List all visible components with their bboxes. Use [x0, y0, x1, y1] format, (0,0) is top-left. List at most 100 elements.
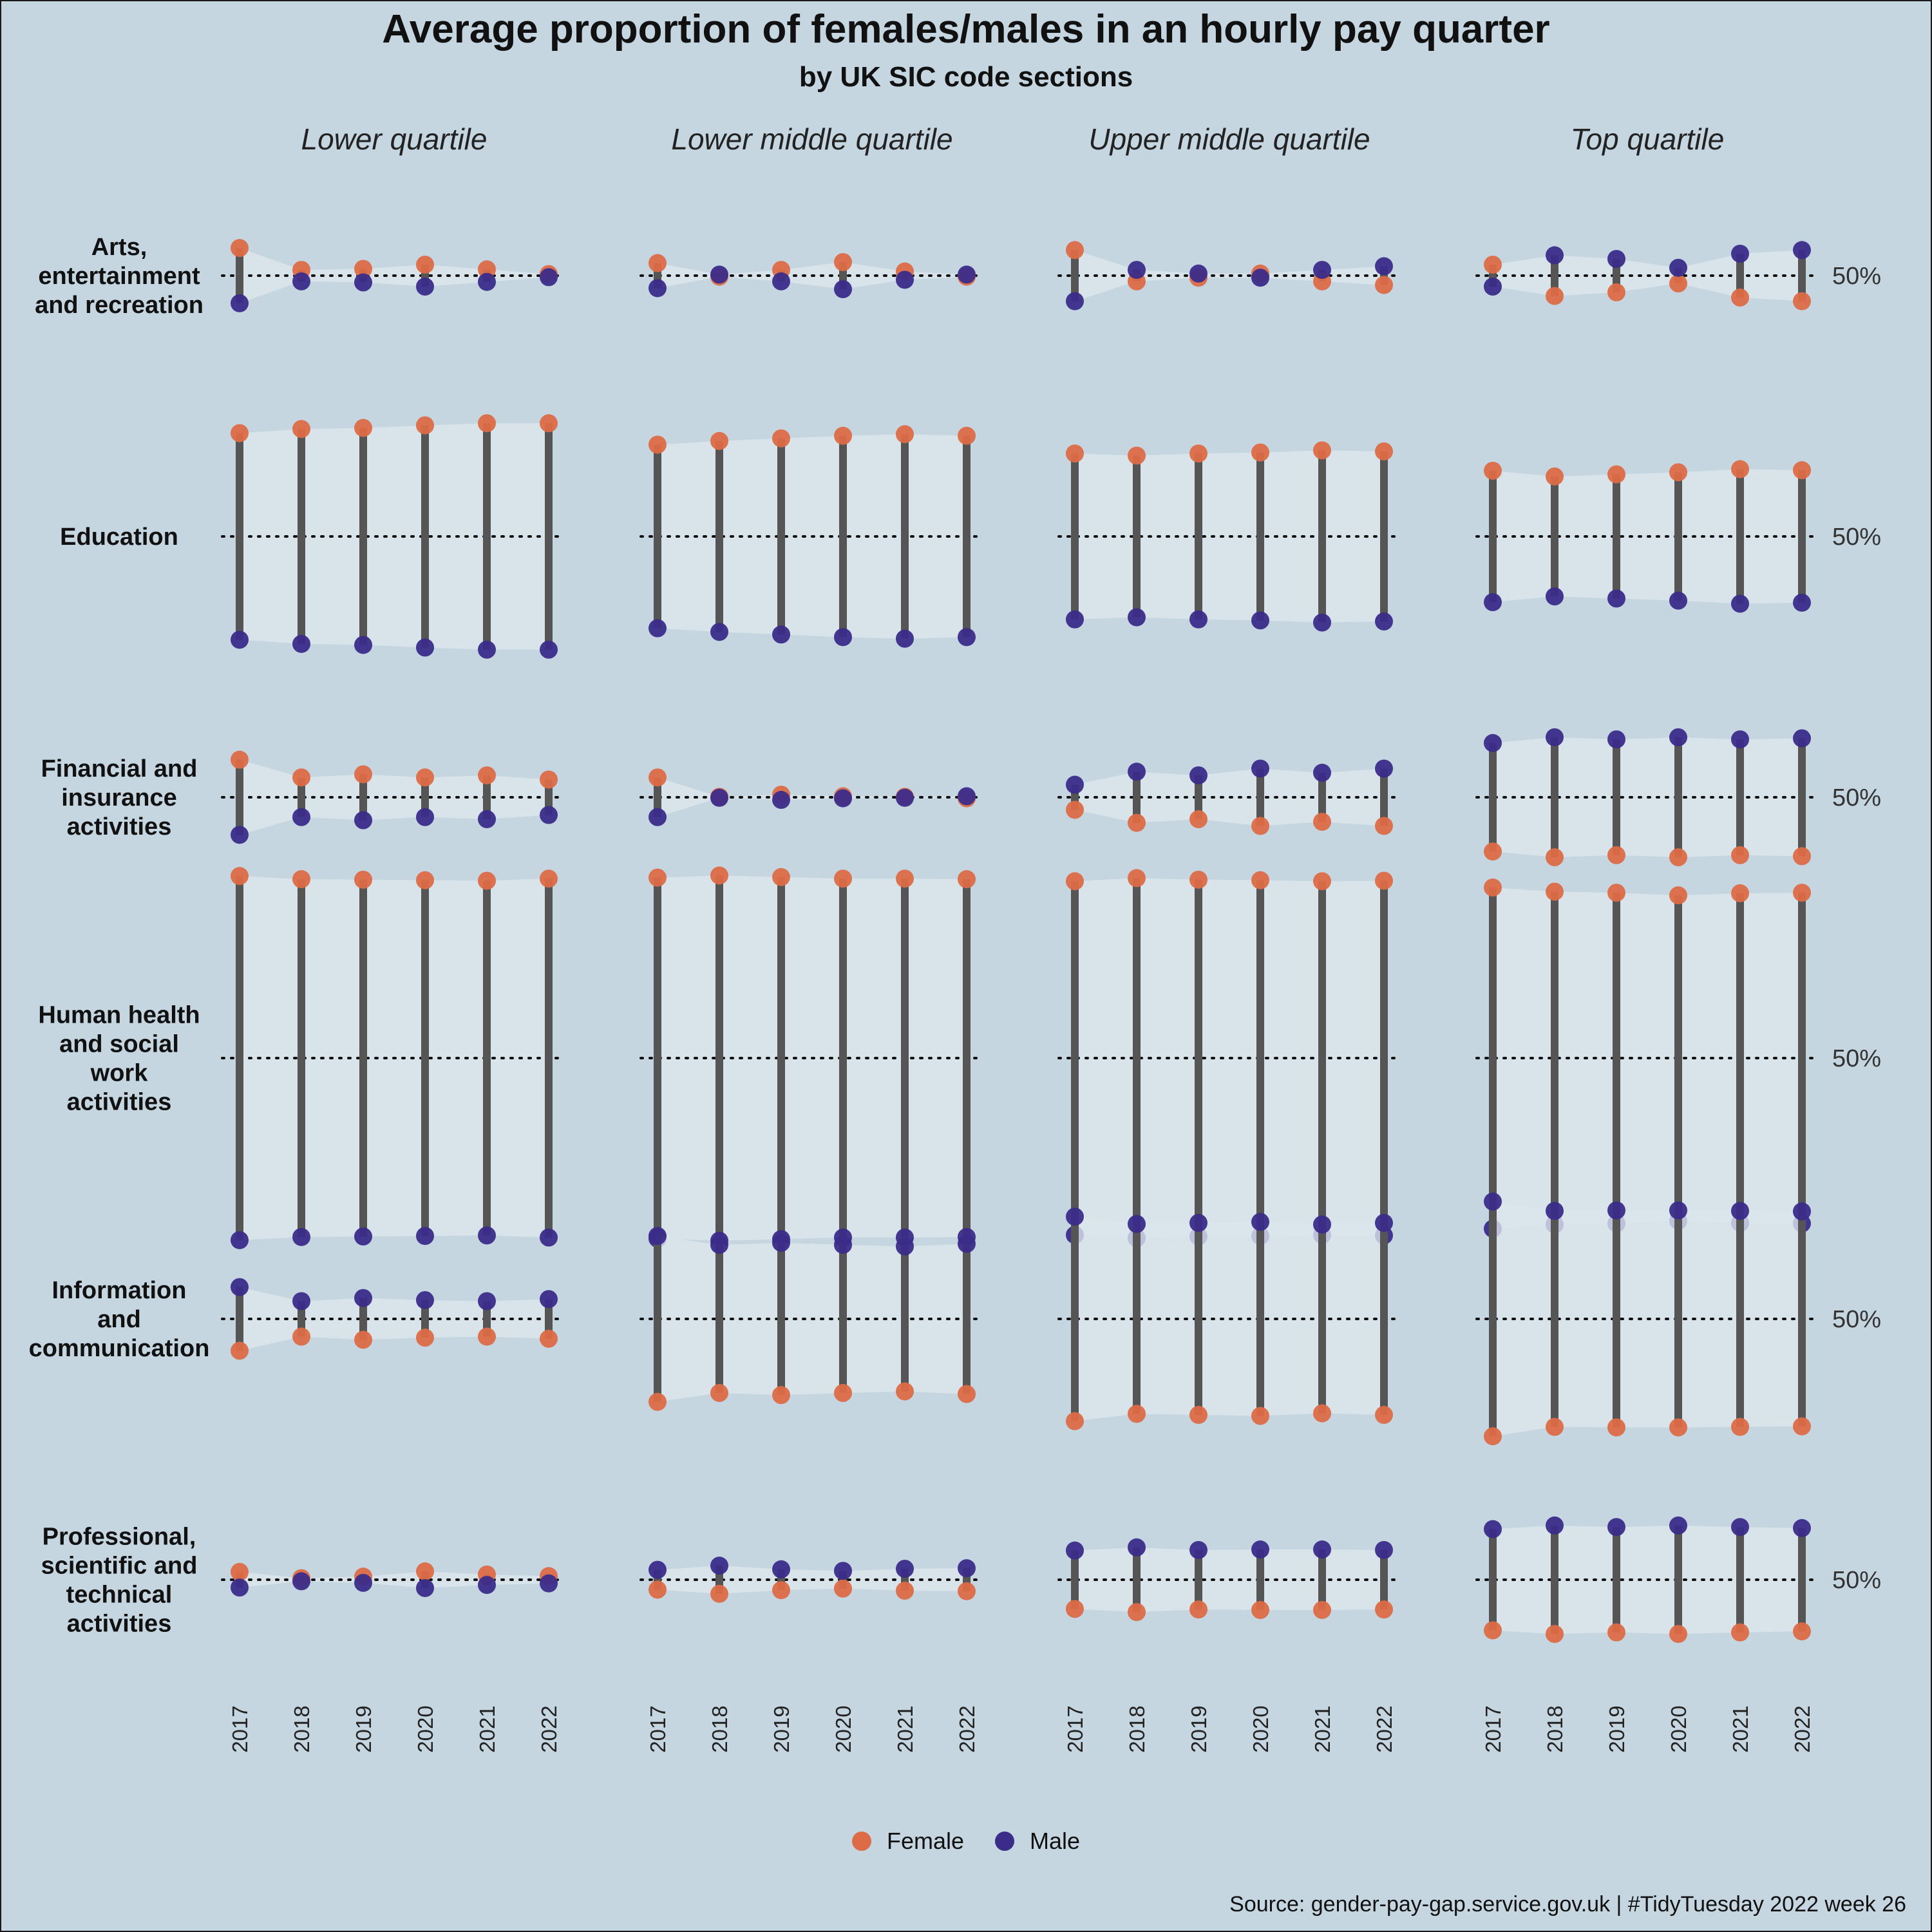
male-point — [1128, 261, 1146, 279]
female-point — [416, 871, 434, 889]
legend-item-female: Female — [851, 1828, 964, 1855]
female-point — [354, 765, 372, 784]
legend-female-label: Female — [886, 1828, 964, 1854]
female-point — [896, 1582, 914, 1600]
reference-label: 50% — [1832, 1567, 1881, 1594]
male-point — [354, 1573, 372, 1592]
male-point — [649, 279, 667, 298]
female-point — [1484, 878, 1502, 897]
row-label-line: and social — [59, 1031, 179, 1058]
male-point — [1066, 1208, 1084, 1226]
female-point — [710, 866, 728, 885]
male-point — [1607, 250, 1625, 269]
female-point — [649, 435, 667, 454]
female-point — [1128, 1405, 1146, 1423]
female-point — [1313, 813, 1331, 831]
female-point — [1607, 1623, 1625, 1642]
male-point — [710, 265, 728, 284]
female-point — [1546, 848, 1564, 867]
female-point — [649, 868, 667, 887]
female-point — [896, 1382, 914, 1401]
female-point — [354, 260, 372, 278]
male-point — [1793, 593, 1811, 612]
male-point — [1251, 759, 1269, 778]
male-point — [896, 629, 914, 648]
female-point — [1375, 276, 1393, 294]
female-point — [1793, 847, 1811, 866]
male-point — [1793, 1202, 1811, 1221]
male-point — [231, 630, 249, 649]
female-point — [834, 869, 852, 888]
female-point — [540, 1329, 558, 1348]
male-point — [1066, 775, 1084, 794]
male-point — [540, 806, 558, 824]
male-point — [1066, 292, 1084, 310]
male-point — [416, 808, 434, 826]
male-point — [1066, 1541, 1084, 1560]
year-tick-label: 2021 — [1728, 1705, 1752, 1752]
female-point — [1251, 1406, 1269, 1425]
facet-label-2: Upper middle quartile — [1088, 122, 1370, 156]
male-point — [354, 1289, 372, 1307]
reference-label: 50% — [1832, 784, 1881, 811]
year-tick-label: 2022 — [1372, 1705, 1396, 1752]
reference-label: 50% — [1832, 524, 1881, 551]
female-point — [1669, 886, 1687, 905]
row-label-line: Professional, — [43, 1524, 196, 1551]
male-point — [1375, 1213, 1393, 1232]
female-point — [1128, 1603, 1146, 1622]
male-point — [834, 789, 852, 808]
row-label-line: entertainment — [38, 263, 200, 290]
female-point — [416, 1562, 434, 1581]
male-point — [834, 280, 852, 299]
female-point — [540, 869, 558, 888]
row-label-line: scientific and — [41, 1553, 198, 1580]
female-point — [540, 770, 558, 789]
row-label-line: technical — [66, 1582, 173, 1609]
male-point — [1189, 610, 1208, 629]
female-point — [354, 1331, 372, 1349]
male-point — [292, 1227, 310, 1246]
female-point — [231, 239, 249, 258]
male-point — [540, 1290, 558, 1309]
male-point — [1793, 1519, 1811, 1537]
female-point — [478, 766, 496, 784]
row-label-line: Education — [60, 524, 178, 551]
female-point — [1793, 292, 1811, 310]
male-point — [231, 294, 249, 312]
year-tick-label: 2017 — [646, 1705, 670, 1752]
male-point — [1313, 261, 1331, 279]
male-point — [478, 1576, 496, 1595]
male-point — [1484, 278, 1502, 296]
year-tick-label: 2018 — [290, 1705, 314, 1752]
female-point — [416, 768, 434, 787]
female-point — [354, 419, 372, 437]
row-label-line: and — [97, 1306, 141, 1333]
female-point — [772, 429, 790, 448]
male-point — [1189, 1213, 1208, 1232]
male-point — [1375, 257, 1393, 276]
female-point — [1189, 810, 1208, 829]
male-point — [354, 273, 372, 292]
male-point — [772, 1233, 790, 1252]
female-point — [1669, 1418, 1687, 1437]
male-point — [1128, 762, 1146, 781]
male-point — [478, 1226, 496, 1245]
row-label-line: insurance — [61, 784, 177, 811]
male-point — [354, 636, 372, 654]
year-tick-label: 2018 — [1543, 1705, 1567, 1752]
year-tick-label: 2020 — [831, 1705, 855, 1752]
female-point — [1066, 1412, 1084, 1430]
male-point — [1731, 1518, 1749, 1537]
female-point — [1066, 1600, 1084, 1618]
male-point — [292, 1292, 310, 1311]
male-point — [834, 1562, 852, 1580]
male-point — [1128, 1215, 1146, 1233]
legend-female-swatch — [851, 1832, 871, 1851]
female-point — [1546, 1417, 1564, 1436]
female-point — [772, 1581, 790, 1600]
female-point — [1607, 283, 1625, 301]
male-point — [1251, 1540, 1269, 1559]
female-point — [354, 870, 372, 889]
male-point — [1313, 613, 1331, 632]
